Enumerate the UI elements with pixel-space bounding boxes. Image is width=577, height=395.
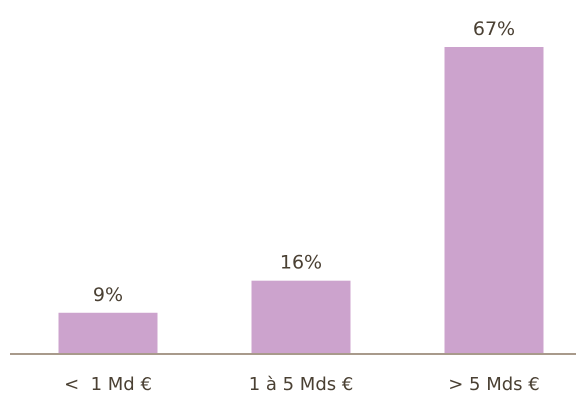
x-tick-label-2: > 5 Mds €	[448, 374, 540, 395]
data-label-2: 67%	[473, 18, 515, 40]
bars-layer	[58, 47, 544, 354]
bar-1	[251, 280, 351, 354]
x-tick-label-0: < 1 Md €	[64, 374, 152, 395]
x-tick-labels-layer: < 1 Md € 1 à 5 Mds € > 5 Mds €	[64, 374, 540, 395]
data-label-0: 9%	[93, 284, 123, 306]
data-labels-layer: 9% 16% 67%	[93, 18, 515, 306]
bar-0	[58, 312, 158, 354]
bar-2	[444, 47, 544, 354]
data-label-1: 16%	[280, 252, 322, 274]
x-tick-label-1: 1 à 5 Mds €	[249, 374, 354, 395]
